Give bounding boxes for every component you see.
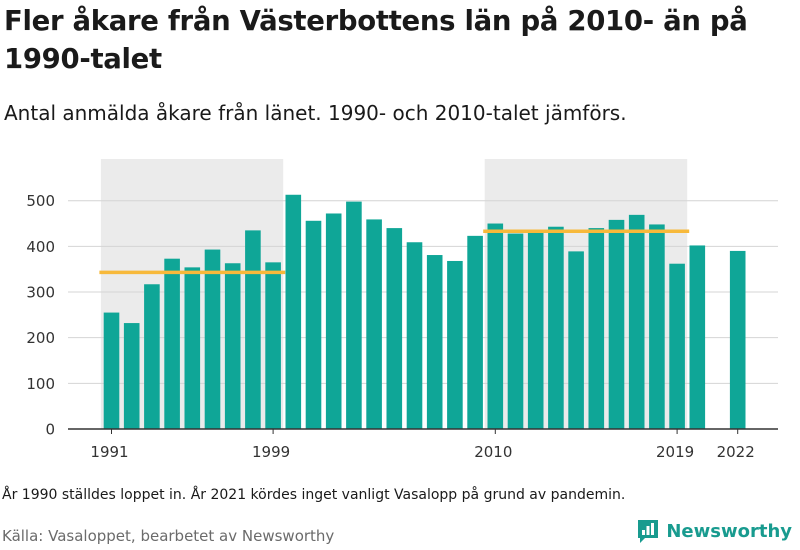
- x-tick-label-1991: 1991: [90, 443, 128, 461]
- bar-2002: [325, 213, 342, 429]
- y-tick-label-200: 200: [26, 329, 55, 347]
- bar-2013: [548, 226, 564, 429]
- y-tick-label-400: 400: [26, 238, 55, 256]
- x-tick-label-2010: 2010: [474, 443, 512, 461]
- bar-1993: [144, 284, 160, 429]
- bar-2003: [346, 201, 362, 429]
- y-axis-ticks: 0 100 200 300 400 500: [26, 192, 55, 438]
- x-tick-label-2019: 2019: [656, 443, 694, 461]
- bar-1996: [204, 249, 221, 429]
- bar-2015: [588, 228, 605, 429]
- chart-title: Fler åkare från Västerbottens län på 201…: [4, 5, 748, 75]
- bar-2007: [426, 255, 443, 429]
- source-text: Källa: Vasaloppet, bearbetet av Newswort…: [2, 527, 335, 545]
- bar-1991: [103, 312, 120, 429]
- bar-2010: [487, 223, 504, 429]
- y-tick-label-100: 100: [26, 375, 55, 393]
- bar-2004: [366, 219, 382, 429]
- bar-1999: [265, 262, 281, 429]
- bar-2006: [406, 242, 423, 429]
- bar-2016: [608, 219, 625, 429]
- bar-chart: 0 100 200 300 400 500 1991 1999 2010 2019 2022: [26, 159, 778, 461]
- newsworthy-logo: Newsworthy: [636, 518, 792, 544]
- bar-2009: [467, 235, 483, 429]
- x-tick-label-2022: 2022: [717, 443, 755, 461]
- bar-2008: [447, 260, 463, 429]
- bar-2014: [568, 251, 584, 429]
- logo-text: Newsworthy: [666, 520, 792, 542]
- bar-2001: [305, 220, 322, 429]
- y-tick-label-500: 500: [26, 192, 55, 210]
- bar-1998: [245, 230, 261, 429]
- bar-1994: [164, 258, 180, 429]
- bar-1995: [184, 267, 201, 429]
- decade-average-lines: [99, 229, 690, 275]
- bar-chart-logo-icon: [638, 520, 659, 543]
- y-tick-label-0: 0: [45, 421, 55, 439]
- bar-2020: [689, 245, 706, 429]
- bar-1997: [224, 263, 241, 429]
- bar-2005: [386, 228, 403, 429]
- bar-2011: [507, 233, 524, 429]
- x-tick-label-1999: 1999: [252, 443, 290, 461]
- bars: [103, 194, 746, 429]
- bar-1992: [123, 323, 140, 429]
- bar-2019: [669, 263, 685, 429]
- bar-2017: [628, 214, 645, 429]
- bar-2022: [729, 250, 746, 429]
- y-tick-label-300: 300: [26, 284, 55, 302]
- bar-2018: [649, 224, 665, 429]
- bar-2012: [527, 231, 544, 429]
- bar-2000: [285, 194, 302, 429]
- chart-subtitle: Antal anmälda åkare från länet. 1990- oc…: [4, 101, 627, 125]
- x-axis: 1991 1999 2010 2019 2022: [68, 428, 778, 461]
- footnote: År 1990 ställdes loppet in. År 2021 körd…: [2, 487, 626, 503]
